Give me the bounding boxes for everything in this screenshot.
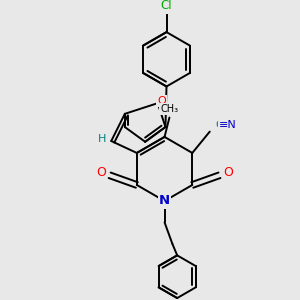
Text: N: N: [159, 194, 170, 208]
Text: ≡N: ≡N: [219, 120, 237, 130]
Text: O: O: [157, 96, 166, 106]
Text: C: C: [216, 120, 224, 130]
Text: Cl: Cl: [161, 0, 172, 12]
Text: H: H: [98, 134, 107, 144]
Text: O: O: [223, 166, 233, 179]
Text: CH₃: CH₃: [160, 104, 178, 114]
Text: O: O: [96, 166, 106, 179]
